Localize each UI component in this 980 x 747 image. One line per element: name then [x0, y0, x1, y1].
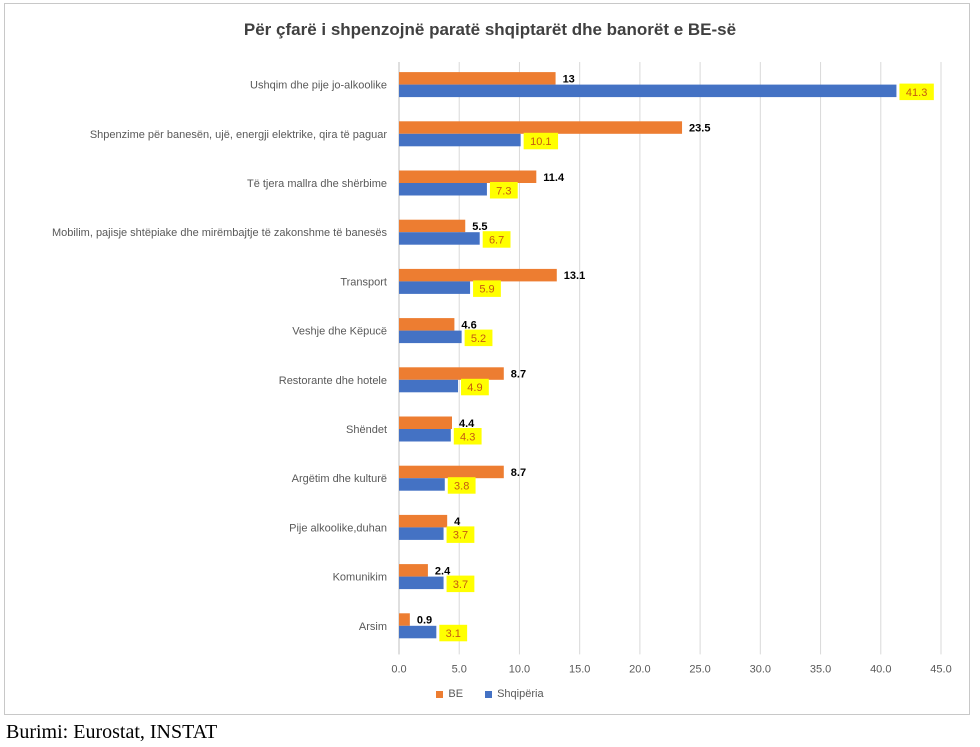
bar-shqiperia	[399, 281, 471, 294]
data-label-highlight	[461, 378, 489, 396]
category-label: Pije alkoolike,duhan	[289, 522, 387, 534]
data-label-shqiperia: 41.3	[906, 87, 927, 99]
data-label-highlight	[453, 428, 482, 445]
legend-label-shqiperia: Shqipëria	[497, 688, 544, 700]
data-label-shqiperia: 7.3	[496, 185, 511, 197]
category-label: Komunikim	[333, 572, 387, 584]
data-label-highlight	[473, 280, 501, 297]
legend: BE Shqipëria	[0, 688, 980, 700]
x-tick-label: 15.0	[569, 663, 590, 675]
bar-be	[399, 465, 504, 479]
data-label-be: 2.4	[435, 565, 451, 577]
bar-be	[399, 170, 537, 183]
data-label-be: 8.7	[511, 369, 526, 381]
legend-label-be: BE	[448, 688, 464, 700]
legend-item-be: BE	[436, 688, 463, 700]
data-label-shqiperia: 5.9	[479, 284, 494, 296]
category-label: Restorante dhe hotele	[279, 375, 387, 387]
data-label-be: 4	[454, 516, 461, 528]
x-tick-label: 25.0	[689, 663, 710, 675]
data-label-highlight	[447, 477, 476, 494]
data-label-highlight	[464, 329, 493, 347]
data-label-be: 13.1	[564, 270, 585, 282]
bar-be	[399, 416, 452, 429]
data-label-highlight	[439, 624, 468, 642]
bar-shqiperia	[399, 84, 897, 98]
data-label-be: 13	[563, 73, 575, 85]
data-label-shqiperia: 4.3	[460, 431, 475, 443]
category-label: Të tjera mallra dhe shërbime	[247, 178, 387, 190]
bar-be	[399, 268, 557, 282]
data-label-highlight	[523, 132, 559, 150]
legend-swatch-shqiperia	[485, 690, 493, 698]
chart-title: Për çfarë i shpenzojnë paratë shqiptarët…	[243, 20, 737, 39]
bar-shqiperia	[399, 183, 487, 196]
data-label-be: 5.5	[472, 221, 487, 233]
data-label-shqiperia: 3.7	[453, 579, 468, 591]
x-tick-label: 30.0	[750, 663, 771, 675]
data-label-shqiperia: 6.7	[489, 234, 504, 246]
data-label-shqiperia: 3.7	[453, 530, 468, 542]
bar-be	[399, 121, 683, 134]
category-label: Mobilim, pajisje shtëpiake dhe mirëmbajt…	[52, 227, 388, 239]
data-label-be: 11.4	[543, 172, 565, 184]
x-tick-label: 5.0	[452, 663, 467, 675]
bar-shqiperia	[399, 429, 451, 442]
category-label: Shëndet	[346, 424, 387, 436]
bar-shqiperia	[399, 379, 459, 393]
bar-shqiperia	[399, 330, 462, 344]
gridlines	[398, 62, 942, 655]
data-label-be: 4.4	[459, 418, 475, 430]
data-label-shqiperia: 5.2	[471, 333, 486, 345]
source-note: Burimi: Eurostat, INSTAT	[6, 721, 218, 743]
bar-be	[399, 367, 504, 380]
data-labels: 13 41.3 23.5 10.1 11.4 7.3 5.56.7 13.1 5.9 4.6 5.2…	[417, 73, 934, 642]
data-label-highlight	[482, 231, 511, 248]
bar-be	[399, 613, 410, 626]
bar-be	[399, 318, 455, 331]
x-tick-label: 20.0	[629, 663, 650, 675]
legend-swatch-be	[436, 690, 444, 698]
x-tick-labels: 0.0 5.0 10.0 15.0 20.0 25.0 30.0 35.0 40.0 45.0	[391, 663, 951, 675]
category-label: Transport	[340, 276, 387, 288]
data-label-be: 8.7	[511, 467, 526, 479]
bar-shqiperia	[399, 478, 445, 491]
data-label-highlight	[899, 83, 934, 101]
x-tick-label: 40.0	[870, 663, 891, 675]
x-tick-label: 0.0	[391, 663, 406, 675]
data-label-highlight	[489, 182, 518, 199]
data-label-shqiperia: 10.1	[530, 136, 551, 148]
bar-shqiperia	[399, 625, 437, 639]
data-label-be: 23.5	[689, 123, 710, 135]
data-label-be: 0.9	[417, 615, 432, 627]
x-tick-label: 35.0	[810, 663, 831, 675]
bars	[399, 72, 897, 639]
data-label-highlight	[446, 526, 475, 543]
bar-be	[399, 72, 556, 85]
category-labels: Ushqim dhe pije jo-alkoolike Shpenzime pë…	[52, 80, 388, 633]
category-label: Arsim	[359, 621, 387, 633]
category-label: Veshje dhe Këpucë	[292, 326, 387, 338]
legend-item-shqiperia: Shqipëria	[485, 688, 544, 700]
data-label-shqiperia: 4.9	[467, 382, 482, 394]
x-tick-label: 10.0	[509, 663, 530, 675]
bar-shqiperia	[399, 133, 521, 147]
data-label-shqiperia: 3.1	[446, 628, 461, 640]
category-label: Argëtim dhe kulturë	[292, 473, 387, 485]
data-label-shqiperia: 3.8	[454, 480, 469, 492]
x-tick-label: 45.0	[930, 663, 951, 675]
data-label-be: 4.6	[461, 319, 476, 331]
data-label-highlight	[446, 575, 475, 593]
bar-shqiperia	[399, 232, 480, 245]
bar-be	[399, 219, 466, 233]
bar-shqiperia	[399, 576, 444, 590]
category-label: Ushqim dhe pije jo-alkoolike	[250, 80, 387, 92]
bar-shqiperia	[399, 527, 444, 540]
category-label: Shpenzime për banesën, ujë, energji elek…	[90, 129, 388, 141]
bar-be	[399, 564, 428, 577]
bar-be	[399, 514, 448, 528]
